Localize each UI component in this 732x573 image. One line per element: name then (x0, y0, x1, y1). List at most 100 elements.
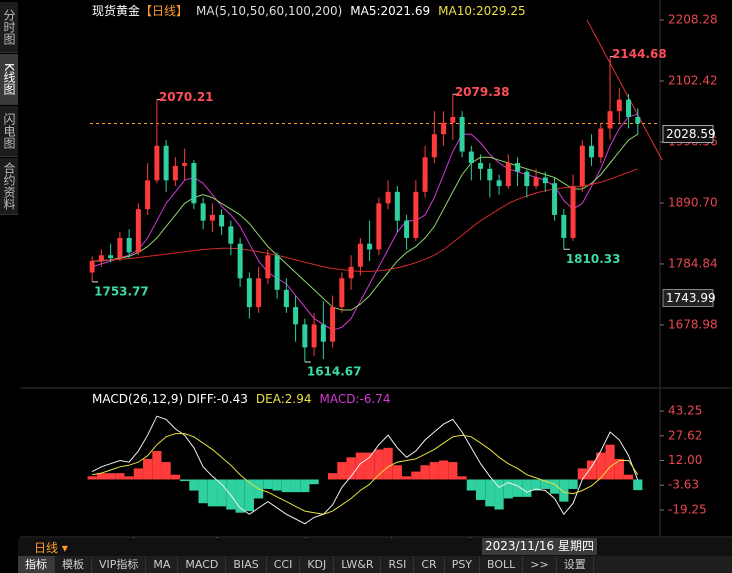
indicator-tab[interactable]: MACD (178, 556, 227, 573)
trend-line (586, 19, 663, 161)
macd-bar (198, 479, 208, 504)
ma5: MA5:2021.69 (350, 4, 431, 18)
y-tick-label: 27.62 (668, 428, 702, 442)
macd-line (92, 433, 639, 515)
candle-body (579, 145, 585, 187)
macd-bar (263, 479, 273, 489)
macd-bar (503, 479, 513, 499)
y-tick-label: 1890.70 (668, 195, 718, 209)
extreme-label: 2079.38 (455, 85, 510, 99)
candle-body (256, 278, 262, 308)
macd-bar (429, 462, 439, 480)
macd-bar (124, 476, 134, 480)
candle-body (450, 116, 456, 123)
macd-bar (411, 471, 421, 480)
macd-bar (300, 479, 310, 493)
candle-body (589, 145, 595, 158)
indicator-tab[interactable]: RSI (381, 556, 415, 573)
candle-body (228, 226, 234, 244)
macd-bar (152, 451, 162, 480)
macd-bar (383, 447, 393, 480)
macd-bar (633, 479, 643, 491)
candle-body (200, 203, 206, 221)
macd-bar (475, 479, 486, 501)
candle-body (533, 177, 539, 187)
indicator-tab[interactable]: BOLL (480, 556, 524, 573)
macd-bar (272, 479, 282, 491)
extreme-label: 1753.77 (94, 284, 149, 298)
candle-body (367, 243, 373, 250)
sidebar-tab[interactable]: 闪电图 (0, 106, 18, 157)
y-tick-label: 1784.84 (668, 256, 718, 270)
macd-bar (281, 479, 291, 493)
indicator-tab[interactable]: 模板 (55, 556, 92, 573)
indicator-tab[interactable]: CCI (267, 556, 301, 573)
chart-header: 现货黄金【日线】 MA(5,10,50,60,100,200) MA5:2021.6… (92, 2, 534, 19)
indicator-tab[interactable]: MA (146, 556, 179, 573)
candle-body (320, 324, 326, 342)
candle-body (598, 128, 604, 158)
macd-bar (448, 462, 458, 480)
cursor-price-label: 1743.99 (666, 291, 716, 305)
macd-bar (485, 479, 495, 507)
macd-bar (596, 452, 606, 480)
period-label: 日线 (34, 541, 59, 555)
candle-body (89, 260, 95, 273)
candle-body (265, 255, 271, 279)
candle-body (274, 255, 280, 290)
macd-bar (170, 474, 180, 480)
indicator-tab[interactable]: VIP指标 (92, 556, 147, 573)
candle-body (478, 163, 484, 169)
macd-bar (115, 473, 125, 480)
candle-body (209, 214, 215, 221)
candle-body (496, 180, 502, 187)
macd-bar (586, 460, 597, 480)
candle-body (441, 122, 447, 135)
candle-body (616, 99, 622, 112)
ma-line (92, 168, 638, 272)
indicator-tab[interactable]: BIAS (226, 556, 267, 573)
candle-body (172, 165, 178, 181)
indicator-tab[interactable]: CR (414, 556, 445, 573)
indicator-tab[interactable]: >> (523, 556, 557, 573)
extreme-label: 2144.68 (612, 47, 667, 61)
macd-bar (577, 468, 587, 480)
indicator-tab[interactable]: 设置 (557, 556, 594, 573)
cursor-date: 2023/11/16 星期四 (482, 538, 597, 555)
candle-body (487, 168, 493, 181)
indicator-tab[interactable]: 指标 (18, 556, 55, 573)
candle-body (339, 278, 345, 308)
indicator-tab[interactable]: KDJ (300, 556, 335, 573)
macd-bar (512, 479, 523, 497)
macd-bar (392, 465, 402, 480)
sidebar-tab[interactable]: 合约资料 (0, 158, 18, 215)
period-selector[interactable]: 日线 ▾ (34, 541, 68, 555)
macd-value: MACD:-6.74 (319, 392, 391, 406)
macd-header: MACD(26,12,9) DIFF:-0.43 DEA:2.94 MACD:-6.7… (92, 392, 399, 406)
y-tick-label: 12.00 (668, 453, 702, 467)
ma-line (91, 113, 638, 331)
candle-body (108, 255, 114, 259)
macd-bar (401, 476, 412, 480)
y-tick-label: 2102.42 (668, 73, 718, 87)
macd-bar (457, 476, 467, 480)
extreme-label: 2070.21 (159, 90, 214, 104)
candle-body (182, 163, 188, 166)
macd-bar (540, 479, 550, 489)
sidebar-tab[interactable]: K线图 (0, 54, 18, 105)
sidebar-tab[interactable]: 分时图 (0, 2, 18, 53)
dea: DEA:2.94 (255, 392, 312, 406)
indicator-tab[interactable]: PSY (445, 556, 481, 573)
candle-body (570, 186, 576, 238)
macd-bar (328, 473, 338, 480)
symbol: 现货黄金 (92, 4, 141, 18)
indicator-tab[interactable]: LW&R (334, 556, 382, 573)
macd-bar (568, 479, 578, 489)
macd-bar (494, 479, 504, 510)
candle-body (459, 116, 465, 152)
candle-body (505, 163, 511, 187)
ma10: MA10:2029.25 (438, 4, 526, 18)
candle-body (246, 278, 252, 308)
candle-body (468, 151, 474, 164)
